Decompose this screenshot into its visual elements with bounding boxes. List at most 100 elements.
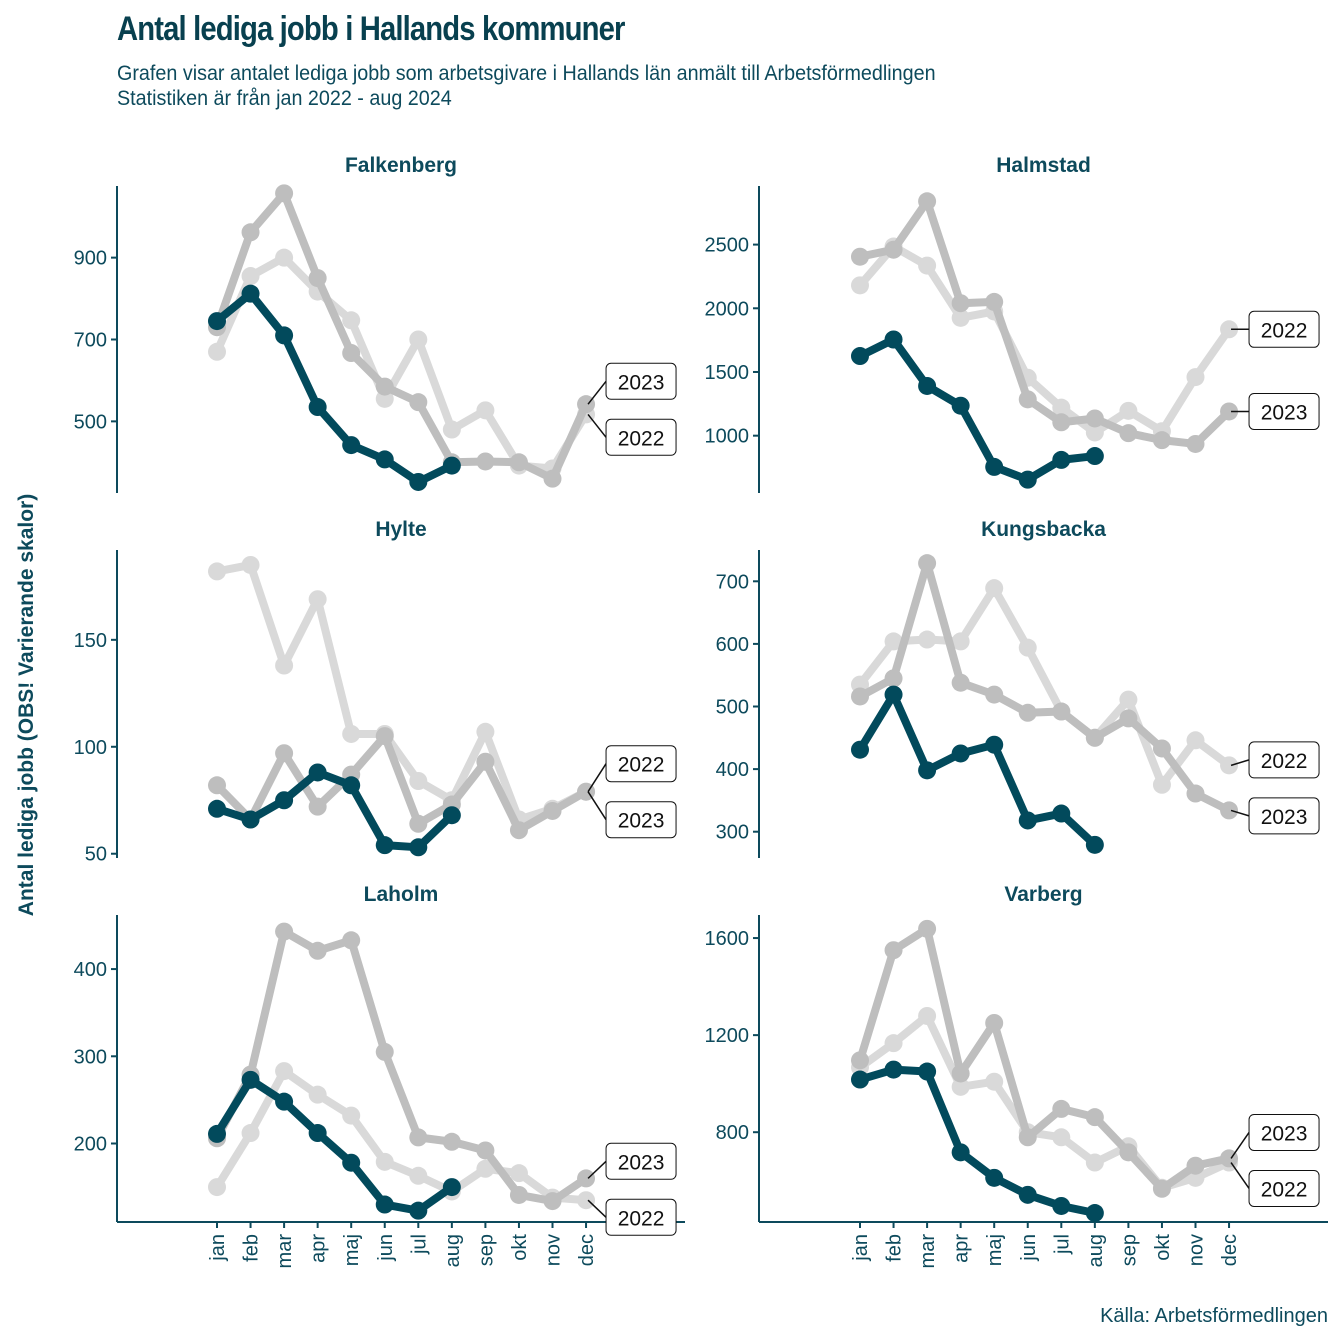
label-text: 2022 bbox=[618, 754, 665, 777]
label-text: 2023 bbox=[618, 810, 665, 833]
y-tick-label: 700 bbox=[716, 571, 749, 593]
point-2023-sep bbox=[476, 752, 495, 771]
y-tick-label: 400 bbox=[716, 759, 749, 781]
point-2023-nov bbox=[1186, 1156, 1205, 1175]
x-tick-label-okt: okt bbox=[509, 1234, 531, 1261]
label-leader-line bbox=[587, 763, 607, 793]
series-2023 bbox=[851, 919, 1239, 1198]
point-2022-jan bbox=[208, 1178, 226, 1197]
line-2022 bbox=[213, 253, 591, 473]
x-tick-label-feb: feb bbox=[884, 1234, 906, 1262]
point-2023-feb bbox=[884, 240, 903, 259]
label-text: 2023 bbox=[1261, 1122, 1308, 1145]
point-2024-apr bbox=[951, 1143, 970, 1162]
x-tick-label-feb: feb bbox=[241, 1234, 263, 1262]
point-2024-jul bbox=[1052, 450, 1071, 469]
label-text: 2022 bbox=[1261, 319, 1308, 342]
series-2023 bbox=[208, 727, 596, 840]
panel-halmstad: Halmstad 1000 1500 2000 2500 2022 2023 bbox=[705, 154, 1320, 493]
point-2024-feb bbox=[884, 330, 903, 349]
point-2023-mar bbox=[275, 922, 294, 941]
point-2023-sep bbox=[1119, 424, 1138, 443]
x-tick-label-jun: jun bbox=[1018, 1234, 1040, 1262]
point-2023-jan bbox=[851, 247, 869, 266]
point-2023-okt bbox=[509, 821, 528, 840]
point-2022-apr bbox=[308, 590, 327, 609]
x-tick-label-maj: maj bbox=[984, 1234, 1006, 1266]
series-2024 bbox=[851, 685, 1104, 854]
end-label-2022: 2022 bbox=[1231, 310, 1320, 348]
series-2022 bbox=[208, 248, 596, 478]
label-box bbox=[1248, 1169, 1320, 1207]
label-leader-line bbox=[1230, 759, 1250, 767]
x-tick-label-aug: aug bbox=[442, 1234, 464, 1267]
point-2023-feb bbox=[884, 669, 903, 688]
label-leader-line bbox=[587, 1199, 607, 1218]
panel-laholm: Laholm 200 300 400 jan feb mar apr maj jun jul aug s… bbox=[74, 883, 685, 1268]
end-label-2023: 2023 bbox=[1230, 797, 1320, 835]
y-tick-label: 200 bbox=[74, 1134, 107, 1156]
point-2023-sep bbox=[476, 452, 495, 471]
point-2022-mar bbox=[275, 248, 294, 267]
point-2024-maj bbox=[985, 457, 1004, 476]
point-2024-apr bbox=[951, 744, 970, 763]
point-2022-aug bbox=[442, 420, 461, 439]
point-2022-jan bbox=[851, 276, 869, 295]
point-2023-jan bbox=[851, 1051, 869, 1070]
point-2023-sep bbox=[476, 1141, 495, 1160]
y-tick-label: 900 bbox=[74, 248, 107, 270]
point-2022-jul bbox=[409, 772, 428, 790]
point-2024-feb bbox=[241, 810, 260, 829]
point-2024-jul bbox=[409, 1201, 428, 1220]
point-2022-jul bbox=[409, 1166, 428, 1185]
point-2022-okt bbox=[509, 1164, 528, 1183]
point-2024-maj bbox=[985, 1168, 1004, 1187]
point-2024-mar bbox=[275, 791, 294, 810]
point-2022-nov bbox=[1186, 731, 1205, 750]
point-2022-maj bbox=[342, 1106, 361, 1125]
series-2022 bbox=[851, 1006, 1239, 1197]
point-2022-feb bbox=[241, 267, 260, 286]
point-2023-maj bbox=[985, 292, 1004, 311]
point-2024-aug bbox=[1085, 447, 1104, 466]
label-text: 2023 bbox=[618, 1151, 665, 1174]
label-leader-line bbox=[587, 413, 607, 438]
point-2023-jan bbox=[208, 776, 226, 795]
y-tick-label: 150 bbox=[74, 630, 107, 652]
label-leader-line bbox=[587, 791, 607, 821]
point-2024-jan bbox=[851, 1070, 869, 1089]
label-text: 2023 bbox=[1261, 806, 1308, 829]
label-box bbox=[1248, 310, 1320, 348]
point-2023-dec bbox=[577, 395, 596, 414]
label-box bbox=[1248, 797, 1320, 835]
panel-title: Laholm bbox=[364, 883, 439, 906]
point-2024-feb bbox=[884, 1060, 903, 1079]
y-tick-label: 100 bbox=[74, 737, 107, 759]
point-2023-jul bbox=[409, 814, 428, 833]
point-2023-jun bbox=[1018, 390, 1037, 409]
point-2023-apr bbox=[308, 941, 327, 960]
point-2024-maj bbox=[985, 735, 1004, 754]
x-tick-label-mar: mar bbox=[274, 1234, 296, 1269]
label-leader-line bbox=[1230, 809, 1250, 817]
label-box bbox=[605, 362, 677, 400]
x-tick-label-sep: sep bbox=[1118, 1234, 1140, 1266]
panel-varberg: Varberg 800 1200 1600 jan feb mar apr maj jun jul a… bbox=[705, 883, 1328, 1268]
y-tick-label: 500 bbox=[74, 411, 107, 433]
series-2023 bbox=[208, 922, 596, 1211]
point-2022-aug bbox=[1085, 1153, 1104, 1172]
point-2022-aug bbox=[1085, 423, 1104, 442]
point-2023-jun bbox=[375, 1042, 394, 1061]
label-leader-line bbox=[1230, 1132, 1250, 1159]
label-box bbox=[605, 1142, 677, 1180]
point-2024-jan bbox=[208, 799, 226, 818]
x-tick-label-maj: maj bbox=[341, 1234, 363, 1266]
point-2024-maj bbox=[342, 776, 361, 795]
point-2022-jun bbox=[375, 1152, 394, 1171]
point-2024-jun bbox=[375, 1195, 394, 1214]
end-label-2023: 2023 bbox=[587, 791, 677, 839]
label-box bbox=[1248, 1113, 1320, 1151]
series-2022 bbox=[851, 579, 1239, 794]
x-tick-label-dec: dec bbox=[1219, 1234, 1241, 1266]
point-2022-sep bbox=[1119, 401, 1138, 420]
